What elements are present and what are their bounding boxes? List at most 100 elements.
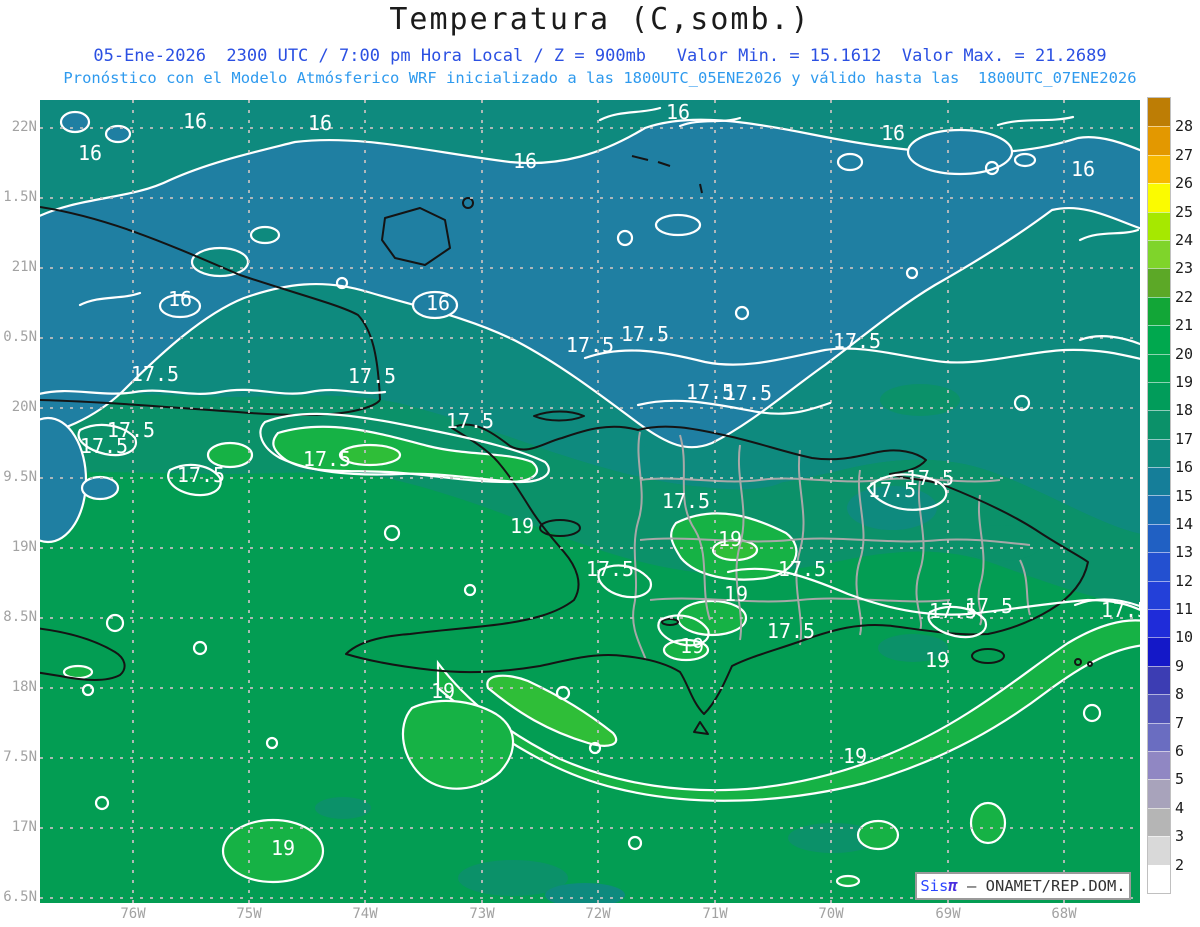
colorbar-segment [1148,637,1170,666]
contour-label: 16 [1071,157,1095,181]
colorbar-tick-label: 9 [1175,656,1185,675]
lat-tick-label: 20N [11,399,37,415]
contour-label: 17.5 [778,557,826,581]
contour-label: 16 [308,111,332,135]
cold-band-15-16 [40,118,1140,449]
colorbar-segment [1148,836,1170,865]
colorbar-tick-label: 4 [1175,798,1185,817]
colorbar-tick-label: 7 [1175,713,1185,732]
colorbar-segment [1148,665,1170,695]
colorbar-tick-label: 5 [1175,770,1185,789]
contour-label: 19 [925,648,949,672]
contour-label: 17.5 [586,557,634,581]
colorbar-tick-label: 18 [1175,401,1194,420]
colorbar-tick-label: 17 [1175,429,1194,448]
contour-label: 16 [78,141,102,165]
graticule [40,100,1140,903]
lat-tick-label: 17N [11,819,37,835]
contour-label: 16 [513,149,537,173]
colorbar-tick-label: 14 [1175,514,1194,533]
lat-tick-label: 7.5N [3,749,37,765]
contour-label: 16 [426,291,450,315]
subtitle-datetime: 05-Ene-2026 2300 UTC / 7:00 pm Hora Loca… [93,46,1107,66]
lat-tick-label: 1.5N [3,189,37,205]
contour-label: 19 [724,582,748,606]
colorbar-segment [1148,438,1170,468]
saona-island [971,648,1005,664]
colorbar-tick-label: 22 [1175,287,1194,306]
colorbar-tick-label: 19 [1175,372,1194,391]
pi-logo-icon: π [948,877,958,895]
colorbar-tick-label: 8 [1175,685,1185,704]
colorbar-tick-label: 25 [1175,202,1194,221]
beata-island [693,721,709,735]
colorbar-tick-label: 27 [1175,145,1194,164]
contour-label: 17.5 [566,333,614,357]
lat-tick-label: 21N [11,259,37,275]
contour-label: 16 [881,121,905,145]
contour-label: 17.5 [107,418,155,442]
attribution-sis: Sis [920,877,949,895]
lon-tick-label: 73W [469,906,495,922]
contour-label: 16 [168,287,192,311]
contour-label: 17.5 [868,478,916,502]
colorbar-segment [1148,126,1170,155]
colorbar-segment [1148,296,1170,326]
colorbar-segment [1148,495,1170,524]
colorbar-segment [1148,467,1170,496]
colorbar-segment [1148,211,1170,240]
lon-tick-label: 69W [935,906,961,922]
contour-label: 17.5 [1101,598,1140,622]
colorbar-segment [1148,381,1170,411]
lat-tick-label: 9.5N [3,469,37,485]
contour-label: 16 [183,109,207,133]
contour-label: 17.5 [929,599,977,623]
lon-tick-label: 71W [702,906,728,922]
lat-tick-label: 19N [11,539,37,555]
contour-label: 19 [431,679,455,703]
colorbar-tick-label: 13 [1175,543,1194,562]
contour-label: 16 [666,100,690,124]
colorbar-segment [1148,722,1170,751]
colorbar-tick-label: 11 [1175,600,1194,619]
colorbar-segment [1148,154,1170,184]
lon-tick-label: 74W [352,906,378,922]
colorbar-segment [1148,353,1170,382]
map-plot-area: 16 16 16 16 16 16 16 16 16 17.5 17.5 17.5 17.5 17.5 17… [40,100,1140,903]
contour-label: 19 [843,744,867,768]
colorbar-segment [1148,694,1170,723]
colorbar-tick-label: 28 [1175,117,1194,136]
lat-tick-label: 6.5N [3,889,37,905]
temperature-field [40,100,1140,903]
lat-tick-label: 8.5N [3,609,37,625]
subtitle-model-info: Pronóstico con el Modelo Atmósferico WRF… [63,69,1137,87]
attribution-text: – ONAMET/REP.DOM. [957,877,1126,895]
province-borders [632,431,1031,661]
contour-label: 19 [271,836,295,860]
contour-label: 19 [718,527,742,551]
colorbar-tick-label: 16 [1175,458,1194,477]
colorbar-segment [1148,580,1170,610]
colorbar-tick-label: 10 [1175,628,1194,647]
colorbar-segment [1148,779,1170,808]
lon-tick-label: 72W [585,906,611,922]
color-scale-bar [1147,97,1171,894]
contour-label: 17.5 [965,594,1013,618]
colorbar-tick-label: 20 [1175,344,1194,363]
contour-label: 17.5 [724,381,772,405]
colorbar-tick-label: 21 [1175,316,1194,335]
colorbar-tick-label: 12 [1175,571,1194,590]
little-inagua-island [462,197,474,209]
colorbar-segment [1148,98,1170,127]
great-inagua-island [381,207,451,266]
lat-tick-label: 22N [11,119,37,135]
hispaniola-coastline [345,423,1089,715]
contour-label: 19 [680,634,704,658]
colorbar-tick-label: 3 [1175,827,1185,846]
colorbar-tick-label: 26 [1175,174,1194,193]
contour-label: 17.5 [906,466,954,490]
monito-island [1087,661,1093,667]
colorbar-segment [1148,183,1170,212]
lat-tick-label: 0.5N [3,329,37,345]
colorbar-tick-label: 23 [1175,259,1194,278]
